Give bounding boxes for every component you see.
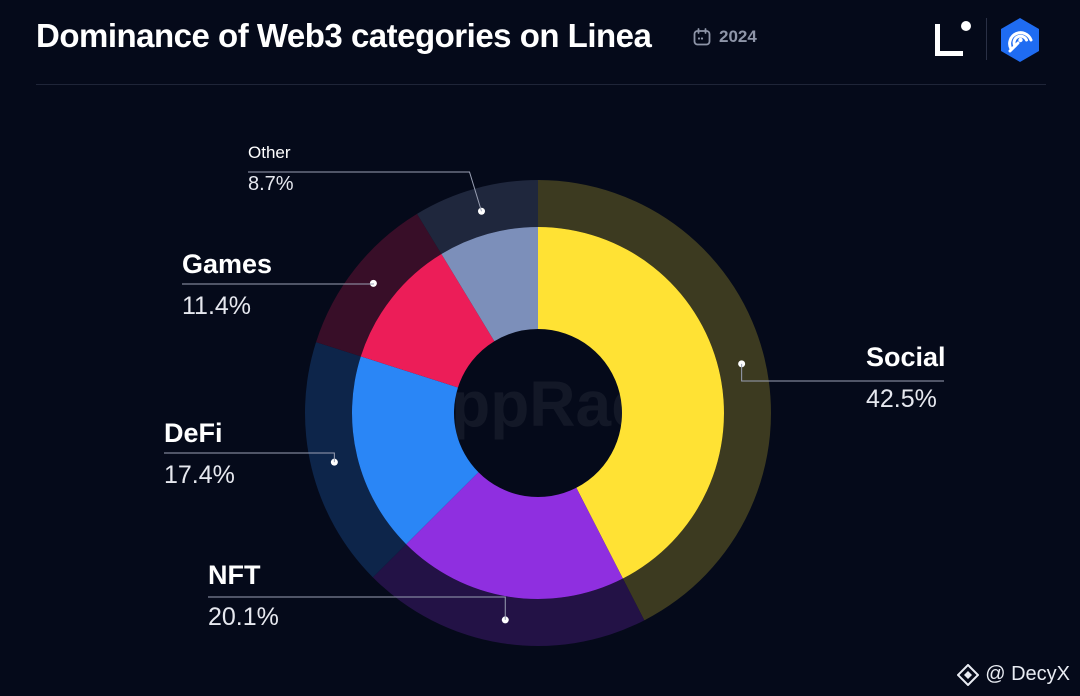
halo-other xyxy=(416,180,538,255)
label-value-defi: 17.4% xyxy=(164,461,235,489)
halo-ring xyxy=(305,180,771,646)
donut-slices xyxy=(352,227,724,599)
year-badge: 2024 xyxy=(693,27,757,47)
logo-separator xyxy=(986,18,987,60)
header-divider xyxy=(36,84,1046,85)
leader-line-defi xyxy=(164,452,335,463)
leader-line-games xyxy=(182,283,374,285)
label-defi: DeFi 17.4% xyxy=(164,418,235,490)
slice-social xyxy=(538,227,724,579)
leader-line-other xyxy=(248,171,482,212)
linea-logo-icon xyxy=(935,21,971,56)
label-name-social: Social xyxy=(866,342,946,372)
halo-nft xyxy=(372,544,645,646)
label-value-other: 8.7% xyxy=(248,173,294,195)
label-name-nft: NFT xyxy=(208,560,261,590)
slice-nft xyxy=(406,472,623,599)
calendar-icon xyxy=(693,28,711,46)
label-name-other: Other xyxy=(248,143,291,162)
binance-square-icon xyxy=(957,663,980,686)
chart-header: Dominance of Web3 categories on Linea 20… xyxy=(0,0,1080,86)
leader-lines xyxy=(164,171,944,624)
slice-games xyxy=(360,254,495,388)
halo-defi xyxy=(305,342,407,578)
label-value-social: 42.5% xyxy=(866,385,937,413)
leader-line-social xyxy=(741,363,944,382)
leader-line-nft xyxy=(208,596,506,620)
label-name-games: Games xyxy=(182,249,273,279)
label-games: Games 11.4% xyxy=(182,249,272,321)
slice-other xyxy=(441,227,538,342)
halo-social xyxy=(538,180,771,621)
slice-defi xyxy=(352,356,479,545)
dappradar-logo-icon xyxy=(1001,18,1039,62)
footer-watermark: @ DecyX xyxy=(957,663,1070,686)
halo-games xyxy=(316,213,442,357)
chart-title: Dominance of Web3 categories on Linea xyxy=(36,17,652,54)
label-other: Other 8.7% xyxy=(248,143,294,196)
footer-handle: @ DecyX xyxy=(985,663,1070,685)
label-nft: NFT 20.1% xyxy=(208,560,279,632)
year-label: 2024 xyxy=(719,27,757,46)
label-social: Social 42.5% xyxy=(866,342,946,414)
label-name-defi: DeFi xyxy=(164,418,223,448)
label-value-games: 11.4% xyxy=(182,292,252,320)
label-value-nft: 20.1% xyxy=(208,603,279,631)
